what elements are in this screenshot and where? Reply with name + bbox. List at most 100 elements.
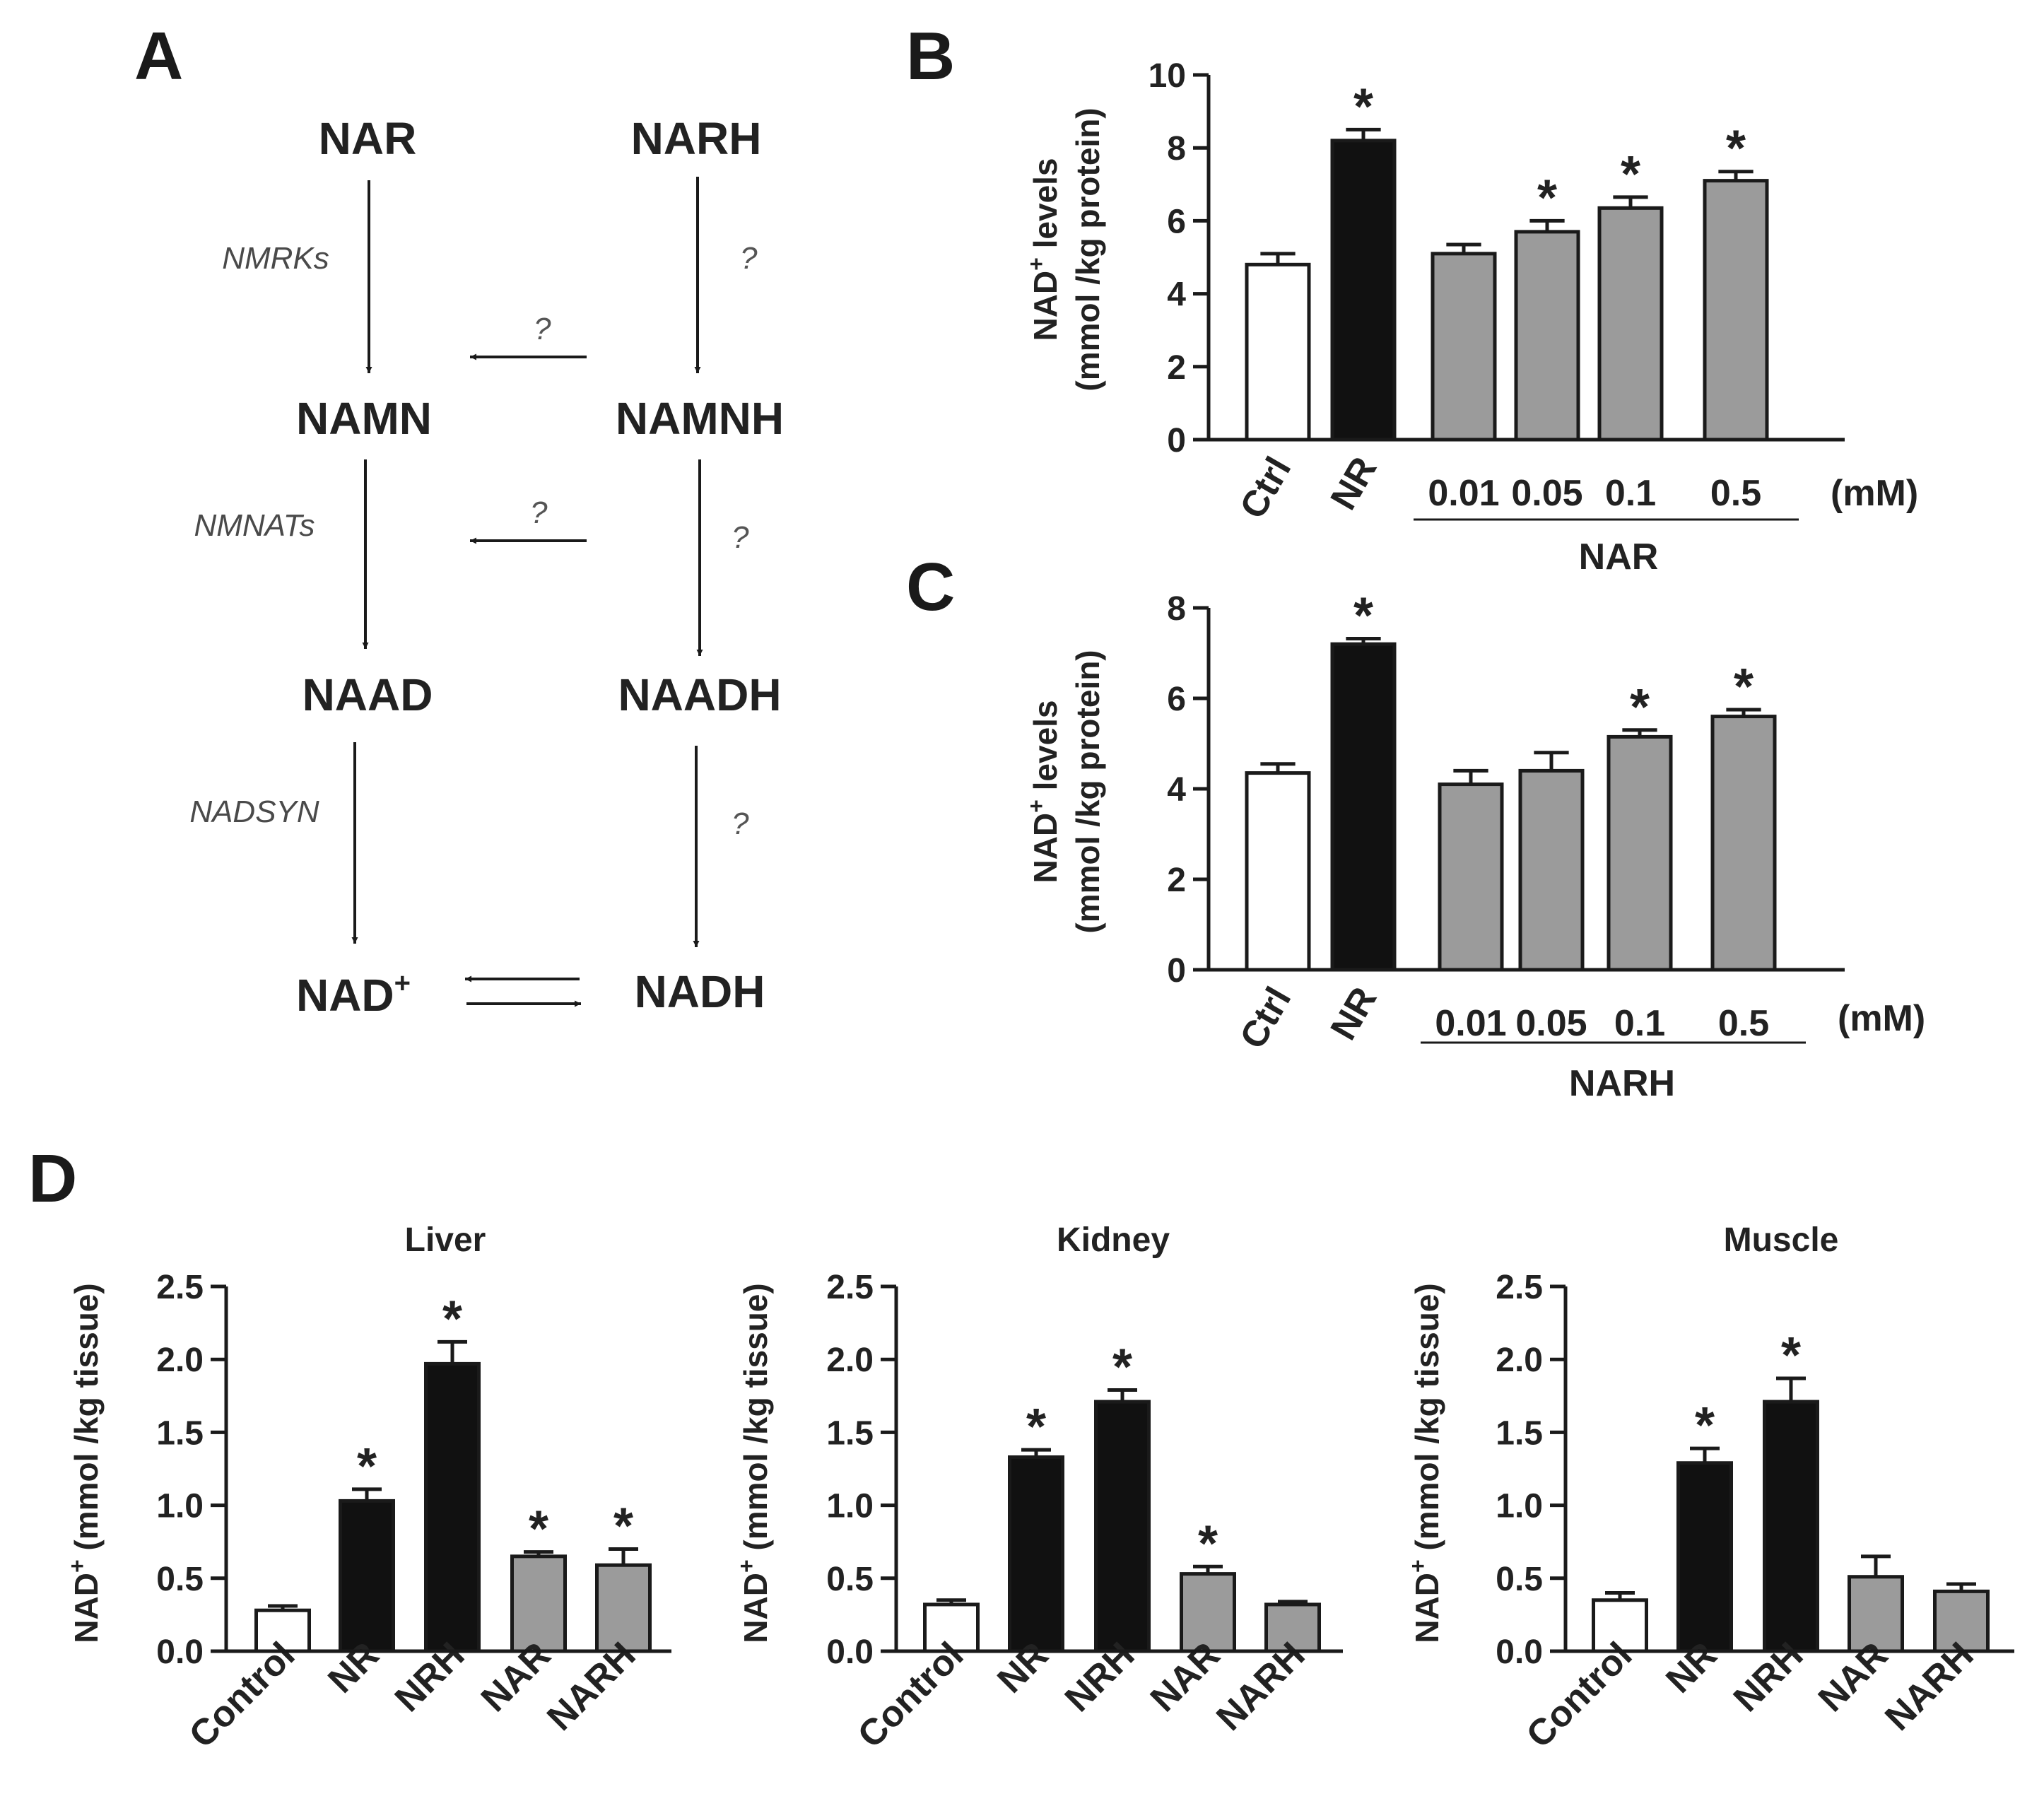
chart-kidney-ylabel-sup: + — [734, 1559, 759, 1573]
chart-b-significance-star: * — [1537, 170, 1557, 226]
chart-kidney: Kidney NAD+ (mmol /kg tissue) 0.0 0.5 1.0 1… — [734, 1221, 1343, 1756]
chart-muscle-y-tick-label: 0.0 — [1496, 1634, 1543, 1671]
chart-b-category-label: 0.1 — [1605, 473, 1656, 514]
chart-c-bar-ctrl — [1245, 771, 1311, 972]
panel-letter-a: A — [134, 18, 183, 94]
chart-liver-bars: * * * * — [254, 1291, 652, 1653]
chart-muscle-y-tick-label: 1.0 — [1496, 1488, 1543, 1525]
chart-muscle-significance-star: * — [1781, 1327, 1801, 1384]
chart-b-y-tick-label: 10 — [1149, 57, 1186, 95]
chart-c-y-tick-label: 0 — [1167, 952, 1186, 990]
chart-kidney-significance-star: * — [1112, 1339, 1132, 1396]
nad-superscript: + — [394, 968, 411, 999]
metabolite-naad: NAAD — [303, 669, 433, 720]
chart-b-y-tick-label: 6 — [1167, 203, 1186, 240]
chart-c-ylabel-sup: + — [1023, 799, 1049, 813]
chart-b-significance-star: * — [1621, 146, 1640, 203]
chart-muscle-significance-star: * — [1695, 1397, 1715, 1454]
chart-b-category-label: NR — [1323, 450, 1385, 517]
chart-kidney-y-tick-label: 1.5 — [826, 1414, 874, 1452]
chart-b-y-ticks: 0 2 4 6 8 10 — [1149, 57, 1209, 459]
chart-muscle-ylabel-sup: + — [1405, 1559, 1431, 1573]
chart-liver-ylabel-nad: NAD — [68, 1573, 105, 1643]
metabolite-naadh: NAADH — [618, 669, 781, 720]
chart-b-ylabel-line2: (mmol /kg protein) — [1069, 107, 1106, 391]
unknown-enzyme-namnh-namn: ? — [534, 312, 551, 346]
metabolite-narh: NARH — [631, 113, 762, 164]
unknown-enzyme-namnh: ? — [732, 520, 749, 555]
chart-c-y-tick-label: 6 — [1167, 681, 1186, 718]
metabolite-nad-plus: NAD+ — [296, 968, 411, 1021]
chart-c-y-tick-label: 4 — [1167, 771, 1186, 809]
panel-letter-d: D — [28, 1141, 77, 1216]
panel-letter-b: B — [906, 18, 955, 94]
chart-liver-ylabel-sup: + — [64, 1559, 90, 1573]
chart-c-significance-star: * — [1734, 659, 1754, 715]
chart-c-ylabel-line2: (mmol /kg protein) — [1069, 650, 1106, 933]
chart-c-group-label: NARH — [1569, 1063, 1675, 1104]
chart-c-category-label: Ctrl — [1232, 980, 1299, 1056]
chart-kidney-y-tick-label: 2.0 — [826, 1342, 874, 1379]
chart-liver-bar-narh — [595, 1563, 652, 1653]
chart-liver-ylabel-rest: (mmol /kg tissue) — [68, 1283, 105, 1559]
chart-c-ylabel-nad: NAD — [1027, 813, 1064, 884]
chart-liver-bar-nrh — [424, 1361, 481, 1653]
chart-b-group-label: NAR — [1579, 536, 1659, 577]
chart-c-category-label: 0.01 — [1435, 1003, 1506, 1044]
chart-liver-bar-nr — [339, 1499, 395, 1653]
chart-muscle-bar-narh — [1933, 1589, 1990, 1653]
chart-c-bar-nr — [1330, 642, 1397, 972]
chart-b-bars: * * * * — [1245, 78, 1769, 442]
chart-c-category-label: 0.05 — [1515, 1003, 1587, 1044]
chart-kidney-bars: * * * — [923, 1339, 1321, 1653]
chart-muscle-y-tick-label: 1.5 — [1496, 1414, 1543, 1452]
chart-b-ylabel-nad: NAD — [1027, 271, 1064, 341]
chart-liver-y-tick-label: 2.0 — [156, 1342, 204, 1379]
chart-b-bar-0-01 — [1431, 252, 1497, 442]
chart-b-y-tick-label: 8 — [1167, 130, 1186, 168]
chart-liver-title: Liver — [405, 1221, 486, 1259]
chart-b-y-tick-label: 0 — [1167, 422, 1186, 459]
nad-text: NAD — [296, 970, 394, 1021]
chart-b-significance-star: * — [1353, 78, 1373, 135]
chart-c-bar-0-01 — [1438, 782, 1504, 972]
enzyme-nmnats: NMNATs — [194, 508, 315, 543]
chart-b-categories: Ctrl NR 0.01 0.05 0.1 0.5 — [1232, 450, 1761, 526]
chart-liver-significance-star: * — [613, 1499, 633, 1555]
chart-c-category-label: NR — [1323, 980, 1385, 1047]
chart-muscle: Muscle NAD+ (mmol /kg tissue) 0.0 0.5 1.0 1… — [1405, 1221, 2014, 1756]
chart-c-ylabel-rest: levels — [1027, 700, 1064, 799]
chart-muscle-y-ticks: 0.0 0.5 1.0 1.5 2.0 2.5 — [1496, 1269, 1566, 1671]
unknown-enzyme-narh: ? — [740, 241, 758, 276]
chart-c-significance-star: * — [1630, 679, 1650, 736]
enzyme-nmrks: NMRKs — [222, 241, 329, 276]
chart-c-bars: * * * — [1245, 588, 1777, 972]
chart-b-ylabel-line1: NAD+ levels — [1023, 158, 1064, 341]
chart-b-bar-0-5 — [1703, 179, 1769, 442]
chart-muscle-bar-nar — [1848, 1575, 1904, 1653]
chart-kidney-significance-star: * — [1026, 1399, 1046, 1455]
chart-b-bar-ctrl — [1245, 262, 1311, 442]
chart-c-y-ticks: 0 2 4 6 8 — [1167, 590, 1209, 990]
chart-muscle-y-tick-label: 0.5 — [1496, 1561, 1543, 1598]
chart-c-bar-0-05 — [1518, 768, 1585, 972]
chart-kidney-y-tick-label: 0.5 — [826, 1561, 874, 1598]
chart-liver-y-tick-label: 2.5 — [156, 1269, 204, 1306]
metabolite-namn: NAMN — [296, 393, 432, 444]
chart-muscle-bar-nr — [1676, 1461, 1733, 1653]
chart-kidney-y-tick-label: 1.0 — [826, 1488, 874, 1525]
chart-kidney-y-ticks: 0.0 0.5 1.0 1.5 2.0 2.5 — [826, 1269, 896, 1671]
chart-c-category-label: 0.5 — [1718, 1003, 1769, 1044]
chart-b-category-label: 0.05 — [1511, 473, 1582, 514]
chart-liver-y-tick-label: 1.0 — [156, 1488, 204, 1525]
chart-liver-y-tick-label: 0.0 — [156, 1634, 204, 1671]
chart-b: NAD+ levels (mmol /kg protein) 0 2 4 6 8 10 *… — [1023, 57, 1918, 577]
chart-liver: Liver NAD+ (mmol /kg tissue) 0.0 0.5 1.0 1.… — [64, 1221, 671, 1756]
chart-c-ylabel-line1: NAD+ levels — [1023, 700, 1064, 883]
chart-b-unit: (mM) — [1831, 473, 1918, 514]
panel-letter-c: C — [906, 549, 955, 625]
chart-kidney-significance-star: * — [1198, 1515, 1218, 1572]
chart-kidney-ylabel-nad: NAD — [737, 1573, 774, 1643]
